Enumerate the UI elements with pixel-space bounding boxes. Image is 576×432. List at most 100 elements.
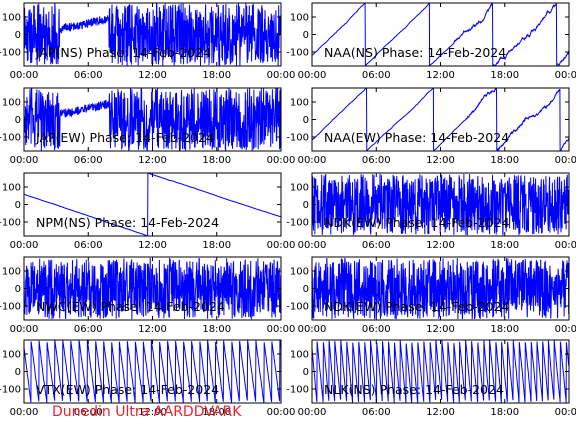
- chart-panel: 100 0 -100 00:00 06:00 12:00 18:00 00:00 VTX(EW)…: [0, 339, 296, 418]
- chart-panel: 100 0 -100 00:00 06:00 12:00 18:00 00:00 NDK(EW)…: [286, 256, 576, 335]
- x-tick-label: 00:00: [267, 155, 296, 166]
- y-tick-label: 0: [15, 30, 21, 41]
- x-tick-label: 00:00: [267, 240, 296, 251]
- chart-panel: 100 0 -100 00:00 06:00 12:00 18:00 00:00 NDK(EW)…: [286, 172, 576, 251]
- y-tick-label: -100: [0, 133, 21, 144]
- x-tick-label: 00:00: [555, 155, 576, 166]
- panel-title: NWC(EW) Phase: 14-Feb-2024: [36, 299, 225, 314]
- x-tick-label: 12:00: [426, 407, 455, 418]
- x-tick-label: 06:00: [74, 407, 103, 418]
- x-tick-label: 12:00: [138, 407, 167, 418]
- panel-title: NDK(EW) Phase: 14-Feb-2024: [324, 215, 510, 230]
- y-tick-label: -100: [0, 48, 21, 59]
- phase-trace: [312, 173, 569, 236]
- x-tick-label: 00:00: [267, 324, 296, 335]
- y-tick-label: 0: [303, 367, 309, 378]
- x-tick-label: 06:00: [362, 407, 391, 418]
- chart-panel: 100 0 -100 00:00 06:00 12:00 18:00 00:00 NAA(EW)…: [286, 87, 576, 166]
- y-tick-label: 100: [290, 98, 309, 109]
- footer-label: Dunedin Ultra AARDDVARK: [52, 404, 242, 420]
- x-tick-label: 18:00: [490, 155, 519, 166]
- x-tick-label: 06:00: [74, 155, 103, 166]
- x-tick-label: 18:00: [202, 155, 231, 166]
- x-tick-label: 12:00: [138, 70, 167, 81]
- panel-title: NPM(NS) Phase: 14-Feb-2024: [36, 215, 219, 230]
- y-tick-label: 0: [15, 200, 21, 211]
- chart-panel: 100 0 -100 00:00 06:00 12:00 18:00 00:00 NWC(EW)…: [0, 256, 296, 335]
- x-tick-label: 00:00: [555, 70, 576, 81]
- panel-title: NLK(NS) Phase: 14-Feb-2024: [324, 382, 504, 397]
- y-tick-label: -100: [0, 218, 21, 229]
- x-tick-label: 06:00: [362, 70, 391, 81]
- x-tick-label: 00:00: [10, 70, 39, 81]
- chart-panel: 100 0 -100 00:00 06:00 12:00 18:00 00:00 JAP(EW)…: [0, 87, 296, 166]
- x-tick-label: 06:00: [74, 70, 103, 81]
- y-tick-label: 0: [303, 115, 309, 126]
- phase-trace: [24, 257, 281, 320]
- x-tick-label: 12:00: [138, 324, 167, 335]
- y-tick-label: 0: [15, 115, 21, 126]
- x-tick-label: 00:00: [10, 240, 39, 251]
- x-tick-label: 18:00: [202, 407, 231, 418]
- y-tick-label: -100: [286, 133, 309, 144]
- x-tick-label: 00:00: [298, 240, 327, 251]
- x-tick-label: 00:00: [267, 70, 296, 81]
- y-tick-label: -100: [0, 385, 21, 396]
- panel-title: NDK(EW) Phase: 14-Feb-2024: [324, 299, 510, 314]
- x-tick-label: 00:00: [555, 407, 576, 418]
- panel-title: JAP(NS) Phase: 14-Feb-2024: [35, 45, 211, 60]
- chart-panel: 100 0 -100 00:00 06:00 12:00 18:00 00:00 NAA(NS)…: [286, 2, 576, 81]
- x-tick-label: 18:00: [202, 70, 231, 81]
- x-tick-label: 00:00: [10, 324, 39, 335]
- phase-trace: [24, 340, 281, 403]
- phase-trace: [24, 88, 281, 151]
- y-tick-label: 100: [2, 350, 21, 361]
- phase-trace: [312, 257, 569, 320]
- phase-trace: [312, 88, 569, 151]
- y-tick-label: 100: [290, 13, 309, 24]
- phase-trace: [312, 340, 569, 403]
- panel-title: JAP(EW) Phase: 14-Feb-2024: [35, 130, 214, 145]
- x-tick-label: 00:00: [298, 324, 327, 335]
- y-tick-label: 0: [303, 200, 309, 211]
- y-tick-label: 100: [290, 183, 309, 194]
- y-tick-label: 100: [2, 13, 21, 24]
- y-tick-label: 100: [2, 98, 21, 109]
- y-tick-label: 100: [290, 267, 309, 278]
- y-tick-label: -100: [0, 302, 21, 313]
- panel-title: NAA(NS) Phase: 14-Feb-2024: [324, 45, 506, 60]
- x-tick-label: 00:00: [555, 324, 576, 335]
- x-tick-label: 06:00: [362, 155, 391, 166]
- x-tick-label: 12:00: [426, 240, 455, 251]
- x-tick-label: 18:00: [202, 324, 231, 335]
- y-tick-label: -100: [286, 385, 309, 396]
- x-tick-label: 18:00: [490, 70, 519, 81]
- y-tick-label: 0: [303, 30, 309, 41]
- x-tick-label: 12:00: [426, 155, 455, 166]
- y-tick-label: -100: [286, 218, 309, 229]
- x-tick-label: 06:00: [74, 240, 103, 251]
- x-tick-label: 12:00: [426, 324, 455, 335]
- chart-panel: 100 0 -100 00:00 06:00 12:00 18:00 00:00 NLK(NS)…: [286, 339, 576, 418]
- x-tick-label: 00:00: [555, 240, 576, 251]
- y-tick-label: 100: [2, 267, 21, 278]
- x-tick-label: 12:00: [426, 70, 455, 81]
- chart-panel: 100 0 -100 00:00 06:00 12:00 18:00 00:00 NPM(NS)…: [0, 172, 296, 251]
- x-tick-label: 18:00: [490, 407, 519, 418]
- x-tick-label: 00:00: [267, 407, 296, 418]
- x-tick-label: 00:00: [298, 407, 327, 418]
- x-tick-label: 18:00: [202, 240, 231, 251]
- chart-panel: 100 0 -100 00:00 06:00 12:00 18:00 00:00 JAP(NS)…: [0, 2, 296, 81]
- x-tick-label: 12:00: [138, 155, 167, 166]
- y-tick-label: 0: [15, 367, 21, 378]
- y-tick-label: -100: [286, 302, 309, 313]
- x-tick-label: 12:00: [138, 240, 167, 251]
- x-tick-label: 18:00: [490, 240, 519, 251]
- x-tick-label: 06:00: [74, 324, 103, 335]
- x-tick-label: 00:00: [298, 155, 327, 166]
- y-tick-label: -100: [286, 48, 309, 59]
- x-tick-label: 00:00: [10, 155, 39, 166]
- y-tick-label: 100: [290, 350, 309, 361]
- x-tick-label: 06:00: [362, 324, 391, 335]
